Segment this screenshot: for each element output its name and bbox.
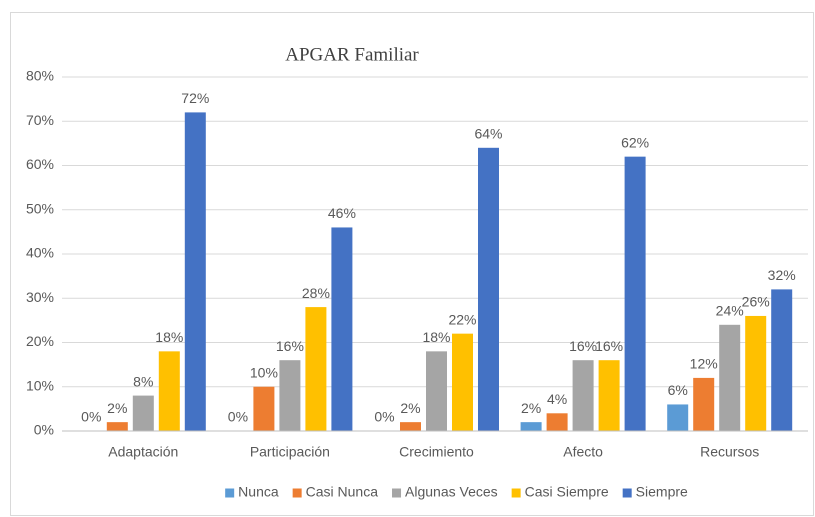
x-tick-label: Recursos bbox=[700, 444, 759, 460]
bar bbox=[426, 351, 447, 431]
value-label: 16% bbox=[595, 338, 623, 354]
bar bbox=[771, 289, 793, 431]
value-label: 24% bbox=[716, 303, 744, 319]
y-tick-label: 70% bbox=[26, 112, 54, 128]
value-label: 16% bbox=[276, 338, 304, 354]
bar bbox=[279, 360, 301, 431]
x-tick-label: Participación bbox=[250, 444, 330, 460]
bar bbox=[478, 147, 499, 432]
value-label: 26% bbox=[742, 294, 770, 310]
y-tick-label: 0% bbox=[34, 422, 54, 438]
legend-label: Algunas Veces bbox=[405, 484, 498, 500]
bar bbox=[106, 422, 128, 431]
chart-title: APGAR Familiar bbox=[285, 44, 419, 65]
value-label: 8% bbox=[133, 373, 153, 389]
bar bbox=[693, 377, 715, 431]
value-label: 0% bbox=[374, 409, 394, 425]
y-tick-label: 30% bbox=[26, 289, 54, 305]
x-tick-label: Afecto bbox=[563, 444, 603, 460]
value-label: 2% bbox=[400, 400, 420, 416]
x-tick-label: Adaptación bbox=[108, 444, 178, 460]
bar bbox=[331, 227, 353, 431]
value-label: 18% bbox=[422, 329, 450, 345]
bar bbox=[546, 413, 568, 431]
value-label: 22% bbox=[448, 311, 476, 327]
legend-swatch bbox=[225, 488, 235, 498]
bar bbox=[572, 360, 594, 431]
bar bbox=[184, 112, 206, 432]
value-label: 10% bbox=[250, 364, 278, 380]
bar bbox=[253, 386, 275, 431]
value-label: 6% bbox=[668, 382, 688, 398]
chart-border bbox=[10, 12, 814, 516]
y-tick-label: 60% bbox=[26, 156, 54, 172]
y-tick-label: 20% bbox=[26, 333, 54, 349]
legend-swatch bbox=[511, 488, 521, 498]
legend-label: Casi Siempre bbox=[525, 484, 609, 500]
value-label: 32% bbox=[768, 267, 796, 283]
value-label: 64% bbox=[474, 126, 502, 142]
bar bbox=[132, 395, 154, 431]
bar bbox=[305, 307, 327, 431]
value-label: 0% bbox=[228, 409, 248, 425]
y-tick-label: 50% bbox=[26, 200, 54, 216]
value-label: 28% bbox=[302, 285, 330, 301]
bar bbox=[520, 422, 542, 431]
value-label: 18% bbox=[155, 329, 183, 345]
bar bbox=[745, 315, 767, 431]
value-label: 46% bbox=[328, 205, 356, 221]
bar bbox=[598, 360, 620, 431]
value-label: 0% bbox=[81, 409, 101, 425]
y-tick-label: 40% bbox=[26, 245, 54, 261]
bar bbox=[624, 156, 646, 431]
legend-label: Siempre bbox=[636, 484, 688, 500]
value-label: 72% bbox=[181, 90, 209, 106]
value-label: 16% bbox=[569, 338, 597, 354]
value-label: 2% bbox=[521, 400, 541, 416]
bar bbox=[452, 333, 473, 431]
bar bbox=[400, 422, 421, 431]
legend-swatch bbox=[292, 488, 302, 498]
bar bbox=[719, 324, 741, 431]
legend-swatch bbox=[392, 488, 402, 498]
x-tick-label: Crecimiento bbox=[399, 444, 474, 460]
value-label: 12% bbox=[690, 356, 718, 372]
legend-swatch bbox=[622, 488, 632, 498]
legend-label: Casi Nunca bbox=[306, 484, 379, 500]
bar bbox=[158, 351, 180, 431]
legend-label: Nunca bbox=[238, 484, 279, 500]
y-tick-label: 10% bbox=[26, 377, 54, 393]
bar bbox=[667, 404, 689, 431]
y-tick-label: 80% bbox=[26, 68, 54, 84]
value-label: 2% bbox=[107, 400, 127, 416]
value-label: 62% bbox=[621, 134, 649, 150]
value-label: 4% bbox=[547, 391, 567, 407]
